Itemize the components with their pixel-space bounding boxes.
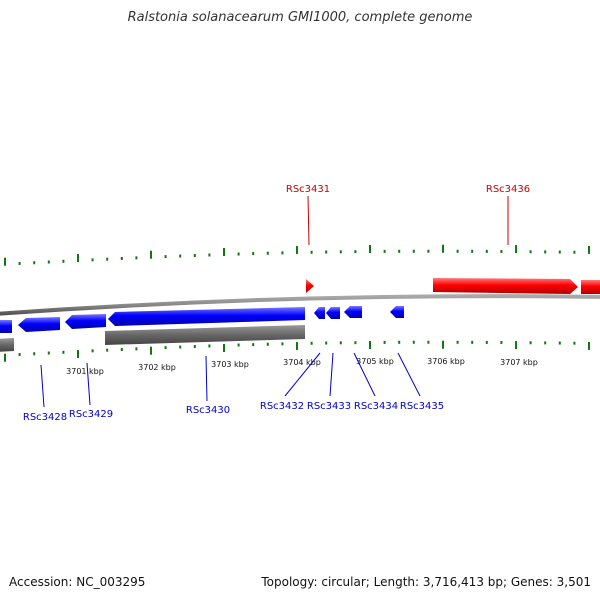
lower-tick-row	[4, 340, 590, 362]
reverse-gene-labels: RSc3428 RSc3429 RSc3430 RSc3432 RSc3433 …	[23, 352, 444, 423]
kbp-label: 3707 kbp	[500, 358, 538, 367]
kbp-label: 3704 kbp	[283, 358, 321, 367]
gene-arrow-forward-clipped[interactable]	[581, 280, 600, 294]
leader-line-rsc3432	[284, 352, 321, 397]
kbp-label: 3706 kbp	[427, 357, 465, 366]
leader-line-rsc3435	[397, 352, 421, 397]
gene-arrow-rsc3428[interactable]	[18, 317, 60, 332]
gene-label-rsc3436[interactable]: RSc3436	[486, 184, 530, 195]
gene-label-rsc3432[interactable]: RSc3432	[260, 401, 304, 412]
leader-line-rsc3429	[86, 362, 91, 406]
grey-feature-clipped-left[interactable]	[0, 338, 14, 352]
gene-arrow-rsc3432[interactable]	[314, 307, 325, 319]
gene-label-rsc3434[interactable]: RSc3434	[354, 401, 398, 412]
gene-arrow-rsc3429[interactable]	[65, 314, 106, 329]
forward-strand-track	[306, 278, 600, 294]
gene-label-rsc3430[interactable]: RSc3430	[186, 405, 230, 416]
gene-label-rsc3433[interactable]: RSc3433	[307, 401, 351, 412]
kbp-label: 3702 kbp	[138, 363, 176, 372]
gene-label-rsc3431[interactable]: RSc3431	[286, 184, 330, 195]
leader-line-rsc3430	[205, 355, 208, 402]
leader-line-rsc3428	[40, 364, 45, 408]
forward-gene-labels: RSc3431 RSc3436	[286, 184, 530, 246]
gene-arrow-rsc3435[interactable]	[390, 306, 404, 318]
gene-arrow-rsc3433[interactable]	[326, 307, 340, 319]
gene-arrow-rsc3434[interactable]	[344, 306, 362, 318]
leader-line-rsc3433	[329, 352, 334, 397]
leader-line-rsc3434	[353, 352, 376, 397]
genome-summary-text: Topology: circular; Length: 3,716,413 bp…	[261, 575, 591, 589]
gene-label-rsc3428[interactable]: RSc3428	[23, 412, 67, 423]
gene-arrow-rsc3431[interactable]	[306, 279, 314, 293]
gene-arrow-rsc3430[interactable]	[108, 307, 305, 326]
gene-arrow-clipped-left[interactable]	[0, 320, 12, 333]
leader-line-rsc3431	[307, 195, 310, 246]
upper-tick-row	[4, 244, 590, 266]
gene-arrow-rsc3436[interactable]	[433, 278, 578, 294]
gene-label-rsc3429[interactable]: RSc3429	[69, 409, 113, 420]
kbp-scale-labels: 3701 kbp 3702 kbp 3703 kbp 3704 kbp 3705 kbp…	[66, 357, 538, 376]
kbp-label: 3701 kbp	[66, 367, 104, 376]
kbp-label: 3703 kbp	[211, 360, 249, 369]
gene-label-rsc3435[interactable]: RSc3435	[400, 401, 444, 412]
grey-feature-track	[0, 325, 305, 352]
accession-text: Accession: NC_003295	[9, 575, 146, 589]
kbp-label: 3705 kbp	[356, 357, 394, 366]
map-title: Ralstonia solanacearum GMI1000, complete…	[127, 10, 473, 25]
grey-feature-bar[interactable]	[105, 325, 305, 345]
reverse-strand-track	[0, 306, 404, 333]
genome-backbone	[0, 294, 600, 316]
